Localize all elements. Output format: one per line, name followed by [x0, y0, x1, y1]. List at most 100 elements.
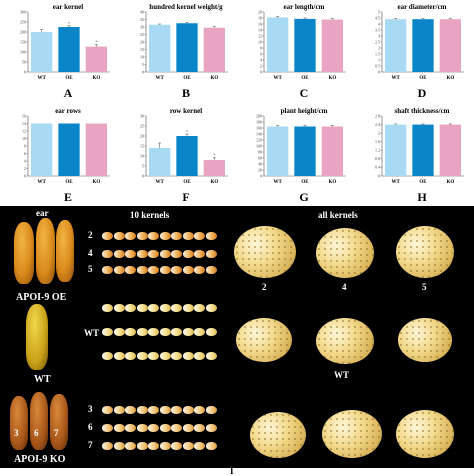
kernel-oe-3-3 — [125, 266, 136, 274]
kernel-wt-3-9 — [194, 352, 205, 360]
chart-c-ytick-label-3: 6 — [260, 51, 262, 56]
chart-h-bar-ko — [439, 124, 461, 176]
chart-c-ytick-label-7: 14 — [258, 27, 262, 32]
chart-d-bar-ko — [439, 19, 461, 72]
ko-row-label-3: 7 — [88, 440, 93, 450]
chart-c-xlabel-ko: KO — [328, 76, 336, 81]
wt-pile-label: WT — [334, 370, 350, 380]
ko-ear-label-1: 3 — [14, 428, 19, 438]
kernel-ko-3-10 — [205, 442, 217, 450]
kernel-ko-3-8 — [182, 442, 194, 450]
oe-label: APOI-9 OE — [16, 292, 67, 303]
chart-b-title: hundred kernel weight/g — [149, 3, 223, 11]
kernel-wt-1-8 — [182, 304, 194, 312]
kernel-wt-1-6 — [159, 304, 171, 312]
chart-e-ytick-label-8: 16 — [22, 113, 26, 118]
chart-h-bar-oe — [412, 124, 434, 176]
kernel-oe-2-1 — [102, 250, 113, 258]
chart-c-ytick-label-2: 4 — [260, 57, 262, 62]
ko-row-label-2: 6 — [88, 422, 93, 432]
chart-e-ytick-label-6: 12 — [22, 128, 26, 133]
kernel-oe-1-8 — [182, 232, 194, 240]
kernel-oe-2-10 — [205, 250, 217, 258]
chart-f-sig-oe: * — [186, 129, 188, 134]
kernel-oe-2-6 — [159, 250, 171, 258]
chart-d-xlabel-ko: KO — [446, 76, 454, 81]
chart-e-bar-ko — [85, 123, 107, 176]
kernel-ko-1-6 — [159, 406, 171, 414]
kernel-oe-2-5 — [148, 250, 159, 258]
oe-ear-1 — [14, 222, 34, 284]
chart-c-ytick-label-5: 10 — [258, 39, 262, 44]
chart-b-ytick-label-2: 10 — [140, 54, 144, 59]
chart-b-panel-label: B — [182, 86, 190, 100]
chart-h-ytick-label-0: 0 — [378, 173, 380, 178]
kernel-ko-3-4 — [136, 442, 148, 450]
chart-f-xlabel-ko: KO — [210, 180, 218, 185]
chart-b-ytick-label-6: 30 — [140, 24, 144, 29]
kernel-wt-1-9 — [194, 304, 205, 312]
chart-g-xlabel-oe: OE — [301, 180, 309, 185]
kernel-wt-3-6 — [159, 352, 171, 360]
kernel-oe-1-4 — [136, 232, 148, 240]
kernel-wt-1-10 — [205, 304, 217, 312]
chart-b-ytick-label-5: 25 — [140, 32, 144, 37]
chart-d-xlabel-wt: WT — [391, 76, 400, 81]
wt-pile-1 — [236, 318, 292, 362]
chart-d-panel-label: D — [418, 86, 427, 100]
chart-g-ytick-label-0: 0 — [260, 173, 262, 178]
chart-c-ytick-label-6: 12 — [258, 33, 262, 38]
chart-a-title: ear kernel — [53, 3, 83, 11]
kernel-wt-1-7 — [171, 304, 182, 312]
chart-a-bar-wt — [31, 32, 53, 72]
chart-d-xlabel-oe: OE — [419, 76, 427, 81]
kernel-oe-1-5 — [148, 232, 159, 240]
kernel-wt-1-3 — [125, 304, 136, 312]
chart-h-title: shaft thickness/cm — [394, 107, 449, 115]
chart-a-ytick-label-4: 200 — [20, 29, 26, 34]
ko-pile-1 — [250, 412, 306, 458]
kernel-oe-3-4 — [136, 266, 148, 274]
chart-a-xlabel-ko: KO — [92, 76, 100, 81]
chart-e-title: ear rows — [55, 107, 81, 115]
chart-g-ytick-label-5: 100 — [256, 143, 262, 148]
kernel-wt-3-4 — [136, 352, 148, 360]
kernel-wt-2-6 — [159, 328, 171, 336]
chart-e-ytick-label-4: 8 — [24, 143, 26, 148]
kernel-wt-2-7 — [171, 328, 182, 336]
chart-e-ytick-label-7: 14 — [22, 121, 26, 126]
panel-label-i: I — [230, 466, 234, 476]
chart-c-panel-label: C — [300, 86, 309, 100]
chart-g-bar-oe — [294, 126, 316, 176]
kernel-wt-3-8 — [182, 352, 194, 360]
chart-h-ytick-label-4: 1.6 — [375, 139, 380, 144]
chart-h-xlabel-ko: KO — [446, 180, 454, 185]
kernel-ko-1-9 — [194, 406, 205, 414]
chart-d-ytick-label-7: 3.5 — [375, 27, 380, 32]
oe-pile-1 — [234, 226, 296, 278]
chart-b-bar-wt — [149, 24, 171, 72]
ko-label: APOI-9 KO — [14, 454, 66, 465]
kernel-ko-1-2 — [113, 406, 125, 414]
kernel-ko-1-7 — [171, 406, 182, 414]
kernel-ko-3-9 — [194, 442, 205, 450]
oe-pile-2 — [316, 228, 374, 278]
chart-f-ytick-label-1: 5 — [142, 163, 144, 168]
kernel-oe-3-7 — [171, 266, 182, 274]
oe-row-label-2: 4 — [88, 248, 93, 258]
chart-h-ytick-label-6: 2.4 — [375, 122, 380, 127]
chart-a-bar-oe — [58, 27, 80, 72]
kernel-wt-3-10 — [205, 352, 217, 360]
chart-c-title: ear length/cm — [284, 3, 325, 11]
chart-g-ytick-label-4: 80 — [258, 149, 262, 154]
ko-pile-2 — [322, 410, 382, 458]
kernel-ko-1-1 — [102, 406, 113, 414]
chart-e-ytick-label-1: 2 — [24, 166, 26, 171]
kernel-wt-2-2 — [113, 328, 125, 336]
chart-g-ytick-label-10: 200 — [256, 113, 262, 118]
kernel-wt-3-7 — [171, 352, 182, 360]
kernel-wt-2-9 — [194, 328, 205, 336]
chart-e-xlabel-ko: KO — [92, 180, 100, 185]
kernel-oe-3-8 — [182, 266, 194, 274]
chart-a-sig-ko: * — [95, 40, 97, 45]
